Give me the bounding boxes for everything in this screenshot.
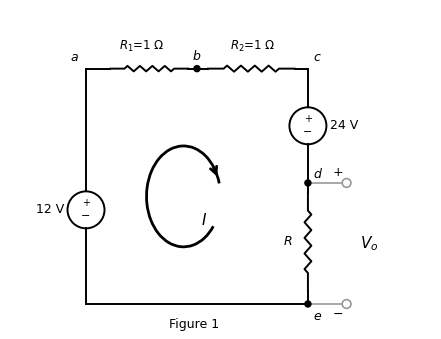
Text: $V_o$: $V_o$ <box>360 234 378 253</box>
Circle shape <box>305 180 311 186</box>
Text: $I$: $I$ <box>201 212 207 228</box>
Text: $c$: $c$ <box>313 51 321 64</box>
Text: $e$: $e$ <box>313 310 322 323</box>
Text: +: + <box>82 198 90 208</box>
Text: +: + <box>333 166 344 179</box>
Text: −: − <box>333 307 344 321</box>
Text: $R$: $R$ <box>283 235 293 248</box>
Text: +: + <box>304 114 312 124</box>
Text: 24 V: 24 V <box>330 119 358 132</box>
Text: $a$: $a$ <box>71 51 79 64</box>
Text: $R_2$=1 Ω: $R_2$=1 Ω <box>230 38 275 54</box>
Circle shape <box>305 301 311 307</box>
Circle shape <box>194 66 200 72</box>
Text: −: − <box>81 211 91 221</box>
Text: 12 V: 12 V <box>36 203 64 216</box>
Text: $b$: $b$ <box>192 48 202 63</box>
Text: $R_1$=1 Ω: $R_1$=1 Ω <box>119 38 164 54</box>
Text: Figure 1: Figure 1 <box>168 318 219 331</box>
Text: −: − <box>303 127 313 137</box>
Text: $d$: $d$ <box>313 167 323 181</box>
